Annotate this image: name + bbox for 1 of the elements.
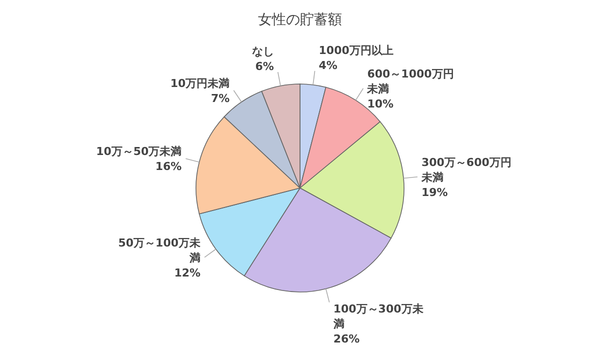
title: 女性の貯蓄額: [258, 12, 342, 28]
